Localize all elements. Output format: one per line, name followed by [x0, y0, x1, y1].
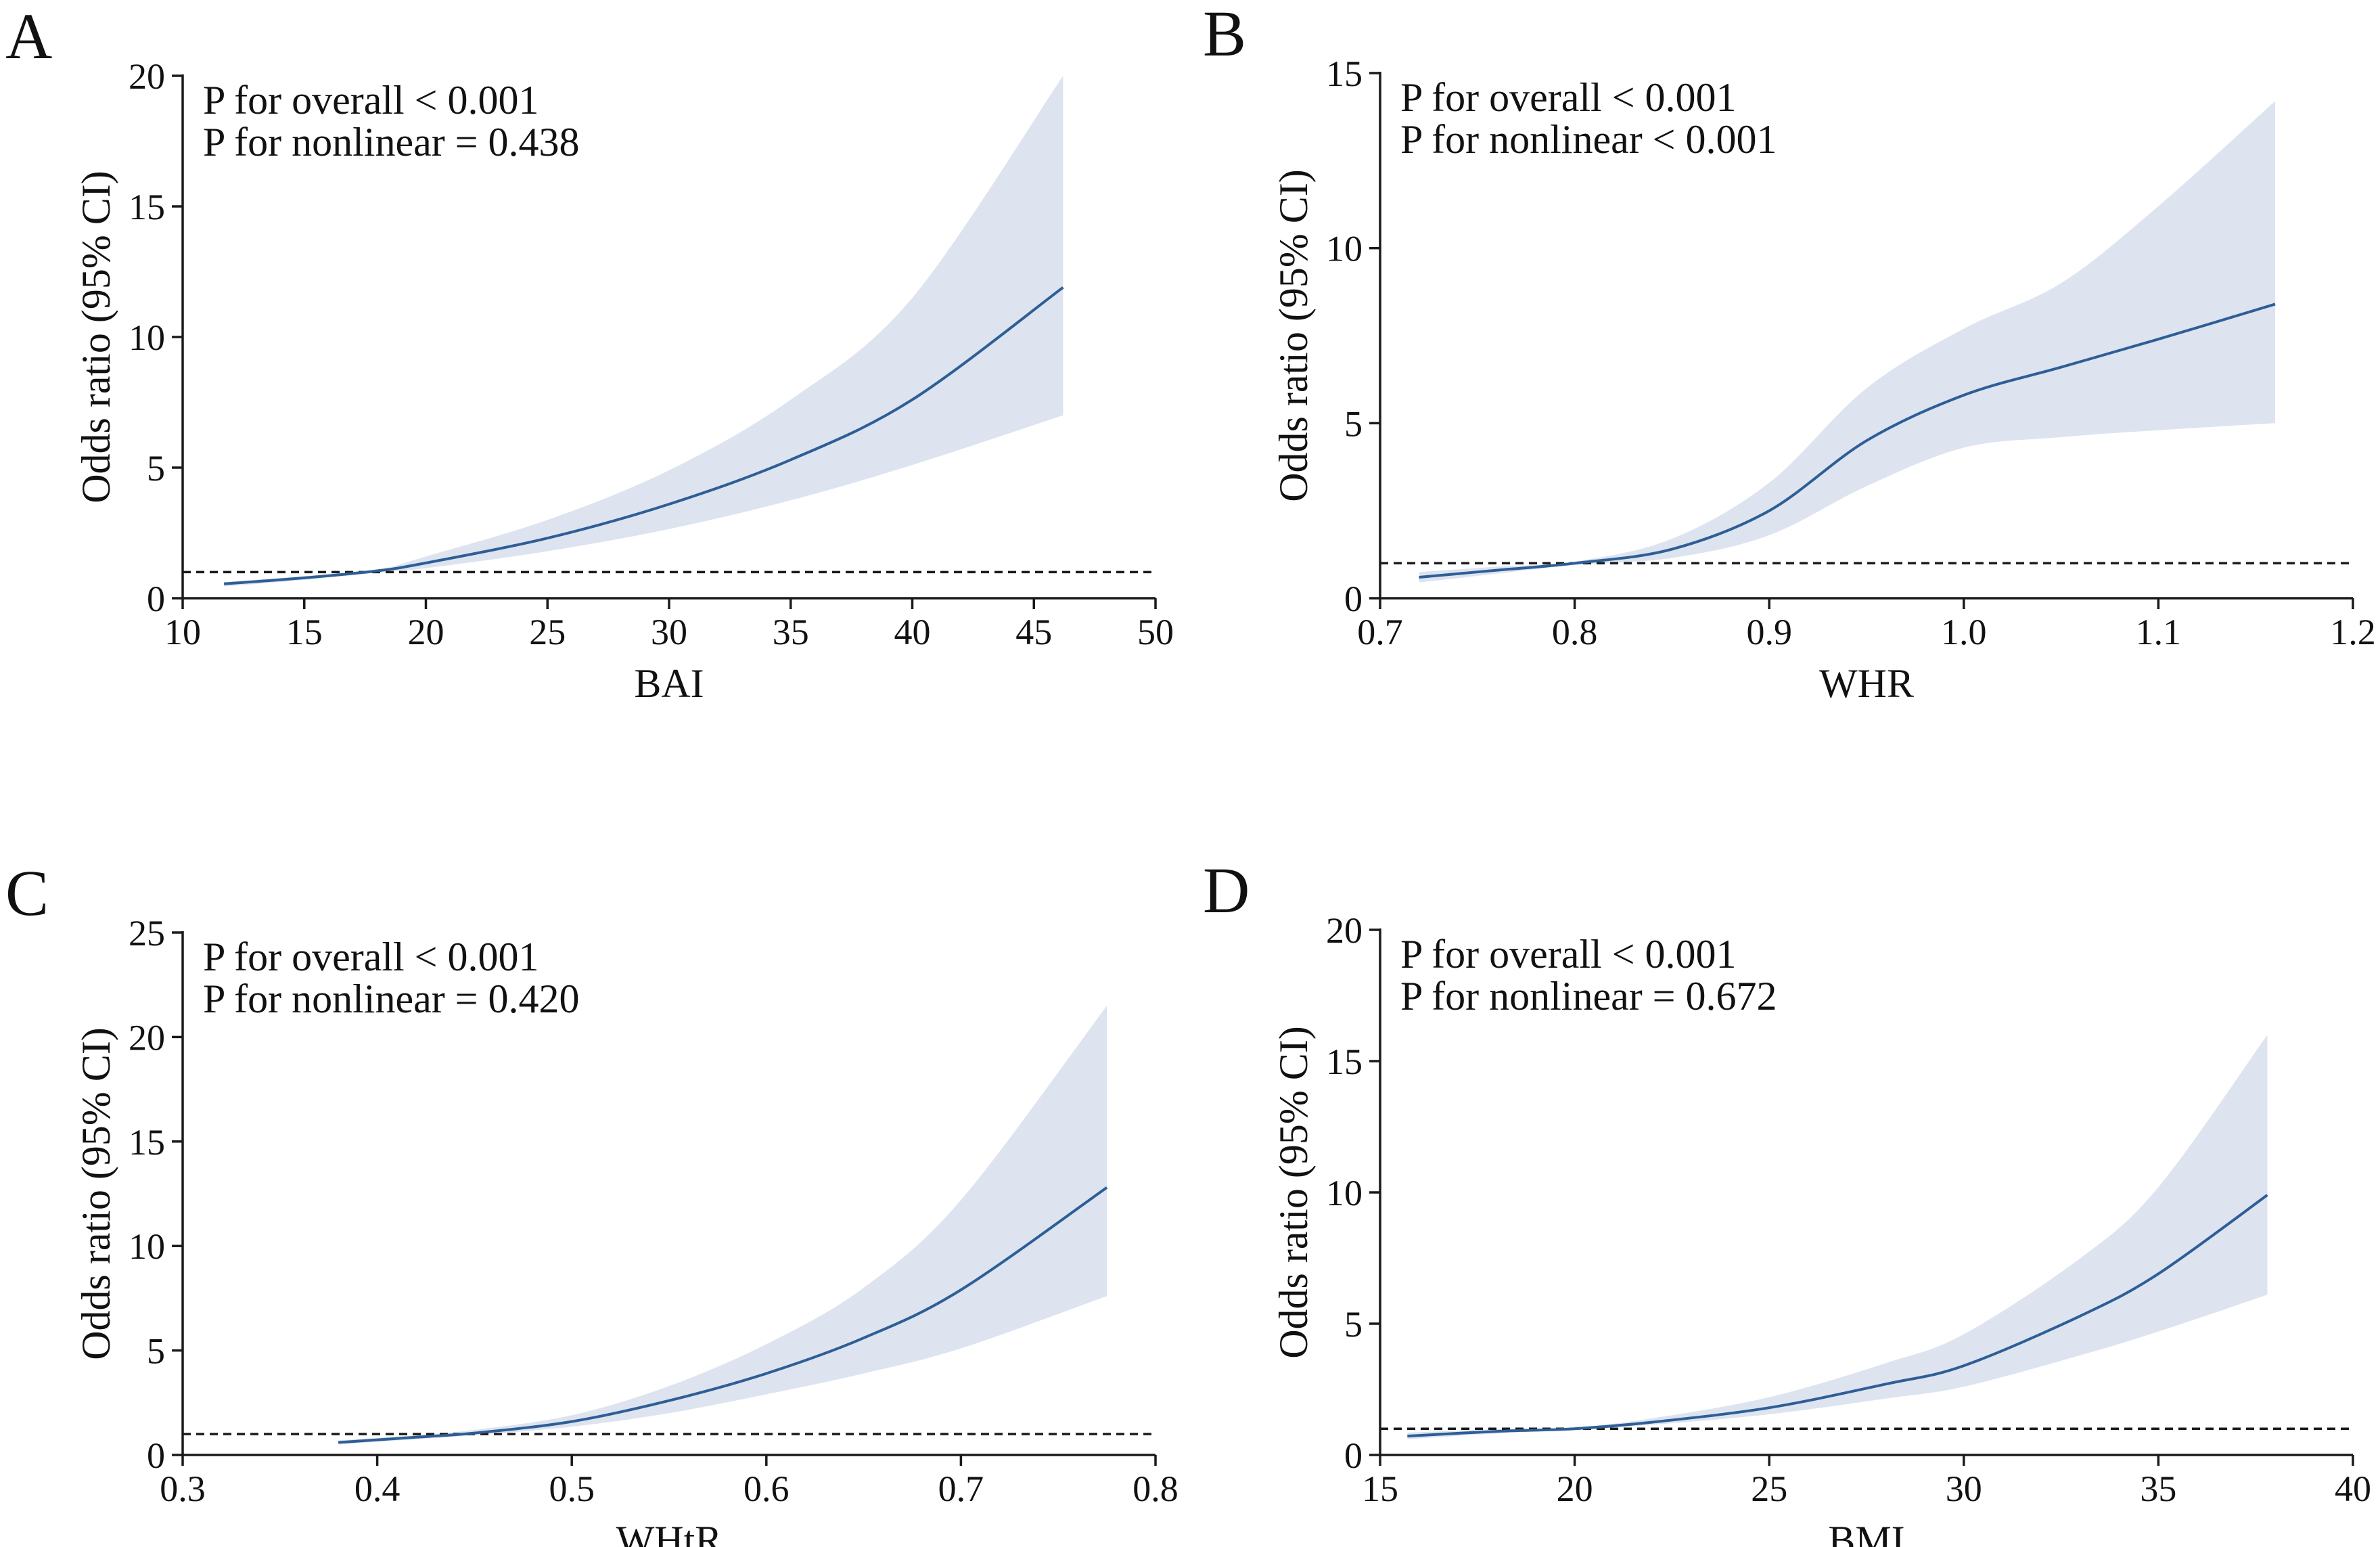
- y-tick-label: 15: [129, 187, 165, 227]
- p-value-annotation: P for nonlinear < 0.001: [1400, 117, 1777, 162]
- odds-ratio-line: [223, 286, 1064, 585]
- panel-b: 0 5 10 15 0.7 0.8 0.9 1.0 1.1 1.2 WHR Odds ratio (9…: [1203, 0, 2376, 706]
- y-tick-label: 0: [147, 579, 165, 619]
- y-tick-label: 20: [129, 56, 165, 97]
- panel-a: 0 5 10 15 20 10 15 20 25 30 35 40 45 50 BAI Odds ratio …: [5, 0, 1174, 706]
- x-axis-title: BAI: [634, 661, 704, 706]
- ci-band: [224, 76, 1063, 587]
- x-tick-label: 25: [529, 612, 566, 652]
- p-value-annotation: P for overall < 0.001: [1400, 75, 1737, 120]
- y-tick-label: 5: [147, 1331, 165, 1372]
- x-tick-label: 20: [1557, 1468, 1593, 1509]
- x-tick-label: 25: [1751, 1468, 1787, 1509]
- x-tick-label: 0.8: [1552, 612, 1598, 652]
- x-tick-label: 40: [894, 612, 931, 652]
- odds-ratio-line: [338, 1186, 1108, 1444]
- panel-d: 0 5 10 15 20 15 20 25 30 35 40 BMI Odds ratio (95% C…: [1203, 854, 2371, 1547]
- x-tick-label: 15: [286, 612, 323, 652]
- x-tick-label: 0.4: [354, 1468, 401, 1509]
- y-axis-title: Odds ratio (95% CI): [1271, 169, 1316, 502]
- panel-letter: D: [1203, 854, 1250, 926]
- p-value-annotation: P for nonlinear = 0.438: [203, 120, 580, 164]
- x-tick-label: 0.6: [743, 1468, 789, 1509]
- x-axis-title: WHR: [1819, 661, 1914, 706]
- x-tick-label: 0.3: [160, 1468, 206, 1509]
- x-tick-label: 30: [1946, 1468, 1982, 1509]
- y-tick-label: 15: [1326, 1041, 1363, 1082]
- panel-letter: A: [5, 0, 52, 72]
- x-tick-label: 35: [2140, 1468, 2176, 1509]
- y-tick-label: 25: [129, 913, 165, 954]
- x-axis-title: WHtR: [616, 1518, 723, 1547]
- y-tick-label: 20: [129, 1017, 165, 1058]
- p-value-annotation: P for overall < 0.001: [203, 935, 539, 979]
- ci-band: [1407, 1035, 2268, 1439]
- x-tick-label: 0.9: [1746, 612, 1792, 652]
- y-tick-label: 10: [1326, 1173, 1363, 1213]
- ci-band: [338, 1006, 1107, 1445]
- y-tick-label: 5: [1344, 403, 1363, 444]
- x-axis-title: BMI: [1828, 1518, 1904, 1547]
- x-tick-label: 20: [408, 612, 444, 652]
- y-axis-title: Odds ratio (95% CI): [1271, 1026, 1316, 1359]
- x-tick-label: 15: [1362, 1468, 1398, 1509]
- odds-ratio-line: [1407, 1194, 2268, 1438]
- y-tick-label: 10: [129, 317, 165, 358]
- y-tick-label: 10: [129, 1226, 165, 1267]
- x-tick-label: 30: [651, 612, 687, 652]
- p-value-annotation: P for nonlinear = 0.672: [1400, 974, 1777, 1018]
- x-tick-label: 50: [1137, 612, 1174, 652]
- y-tick-label: 15: [129, 1122, 165, 1163]
- x-tick-label: 35: [773, 612, 809, 652]
- ci-band: [1419, 101, 2275, 583]
- x-tick-label: 1.2: [2330, 612, 2376, 652]
- y-axis-title: Odds ratio (95% CI): [74, 171, 118, 503]
- p-value-annotation: P for nonlinear = 0.420: [203, 977, 580, 1021]
- panel-letter: B: [1203, 0, 1246, 70]
- x-tick-label: 0.7: [1357, 612, 1403, 652]
- y-tick-label: 0: [147, 1435, 165, 1476]
- p-value-annotation: P for overall < 0.001: [203, 78, 539, 122]
- y-tick-label: 5: [1344, 1304, 1363, 1345]
- y-tick-label: 0: [1344, 579, 1363, 619]
- y-tick-label: 20: [1326, 910, 1363, 951]
- y-tick-label: 5: [147, 448, 165, 489]
- x-tick-label: 40: [2335, 1468, 2371, 1509]
- panel-letter: C: [5, 857, 49, 929]
- x-tick-label: 1.1: [2136, 612, 2182, 652]
- y-axis-title: Odds ratio (95% CI): [74, 1027, 118, 1360]
- panel-c: 0 5 10 15 20 25 0.3 0.4 0.5 0.6 0.7 0.8 WHtR Odds rat…: [5, 857, 1178, 1547]
- p-value-annotation: P for overall < 0.001: [1400, 932, 1737, 977]
- y-tick-label: 15: [1326, 53, 1363, 94]
- x-tick-label: 0.7: [938, 1468, 984, 1509]
- x-tick-label: 0.8: [1132, 1468, 1178, 1509]
- x-tick-label: 45: [1015, 612, 1052, 652]
- x-tick-label: 1.0: [1941, 612, 1987, 652]
- x-tick-label: 0.5: [549, 1468, 595, 1509]
- y-tick-label: 10: [1326, 229, 1363, 269]
- odds-ratio-line: [1419, 302, 2276, 579]
- y-tick-label: 0: [1344, 1435, 1363, 1476]
- x-tick-label: 10: [164, 612, 201, 652]
